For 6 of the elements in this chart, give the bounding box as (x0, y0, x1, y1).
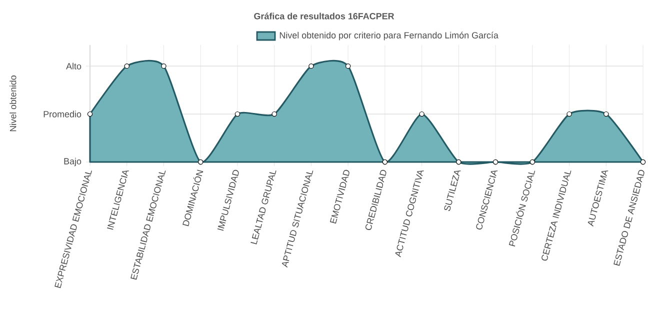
chart-title: Gráfica de resultados 16FACPER (254, 12, 394, 20)
ref-line-label: Alto (66, 62, 82, 70)
text: Nivel obtenido por criterio para Fernando Limón García (280, 32, 498, 40)
ref-line-label: Promedio (44, 110, 82, 118)
y-axis-title: Nivel obtenido (10, 75, 16, 132)
ref-line-label: Bajo (64, 158, 82, 166)
